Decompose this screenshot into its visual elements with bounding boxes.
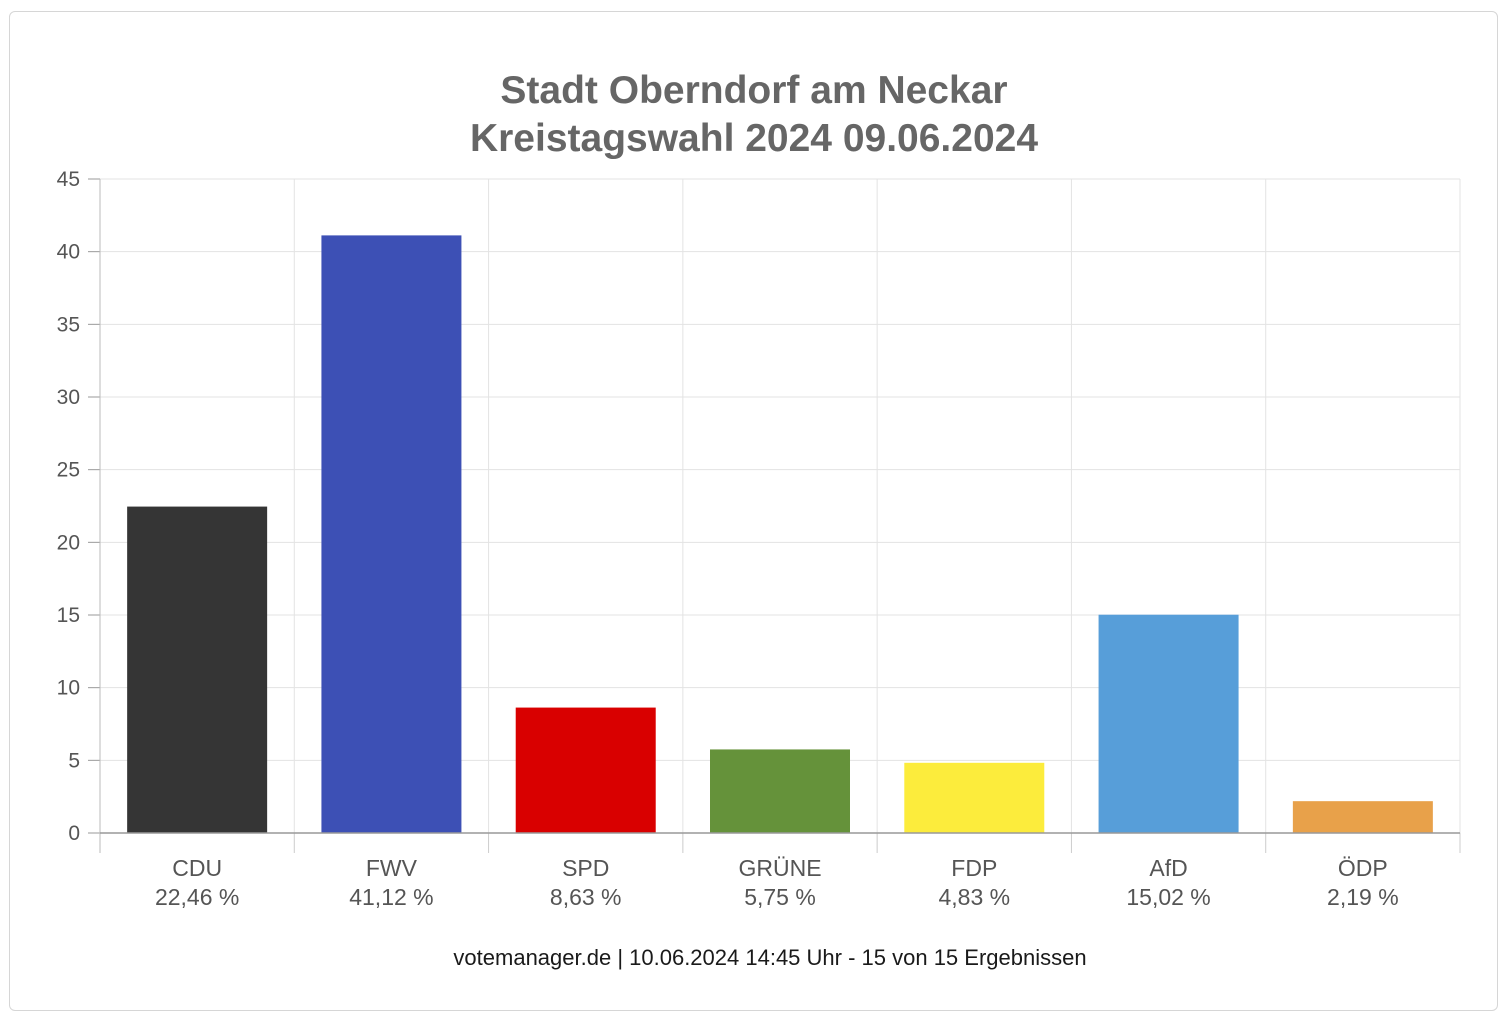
x-category-label: ÖDP [1338,855,1388,881]
bar-cdu[interactable] [127,506,268,833]
x-value-label: 4,83 % [938,884,1010,910]
bar-ödp[interactable] [1292,801,1433,833]
y-tick-label: 20 [57,531,80,554]
y-tick-label: 0 [68,822,80,845]
bar-grüne[interactable] [710,749,850,833]
x-value-label: 22,46 % [155,884,239,910]
y-tick-label: 15 [57,604,80,627]
x-category-label: FWV [366,855,418,881]
bar-spd[interactable] [515,707,656,833]
x-value-label: 5,75 % [744,884,816,910]
chart-footer: votemanager.de | 10.06.2024 14:45 Uhr - … [453,945,1086,970]
bar-chart: 0 5 10 15 20 25 30 35 40 45 CDU 22,46 % FWV 41,12 % SP… [57,69,1461,970]
y-tick-label: 40 [57,241,80,264]
x-value-label: 8,63 % [550,884,622,910]
x-category-label: AfD [1149,855,1187,881]
x-value-label: 41,12 % [349,884,433,910]
x-category-label: CDU [172,855,222,881]
x-value-label: 2,19 % [1327,884,1399,910]
bar-fwv[interactable] [321,235,462,833]
y-tick-label: 10 [57,677,80,700]
chart-title-line-2: Kreistagswahl 2024 09.06.2024 [470,117,1038,160]
y-tick-label: 5 [68,749,80,772]
chart-container: 0 5 10 15 20 25 30 35 40 45 CDU 22,46 % FWV 41,12 % SP… [9,11,1498,1011]
y-tick-label: 25 [57,459,80,482]
y-tick-label: 35 [57,313,80,336]
bar-afd[interactable] [1098,614,1239,833]
x-category-label: GRÜNE [738,855,821,881]
chart-title-line-1: Stadt Oberndorf am Neckar [500,69,1007,112]
bar-fdp[interactable] [904,762,1045,833]
x-value-label: 15,02 % [1126,884,1210,910]
x-category-label: FDP [951,855,997,881]
y-tick-label: 45 [57,168,80,191]
y-tick-label: 30 [57,386,80,409]
x-category-label: SPD [562,855,609,881]
